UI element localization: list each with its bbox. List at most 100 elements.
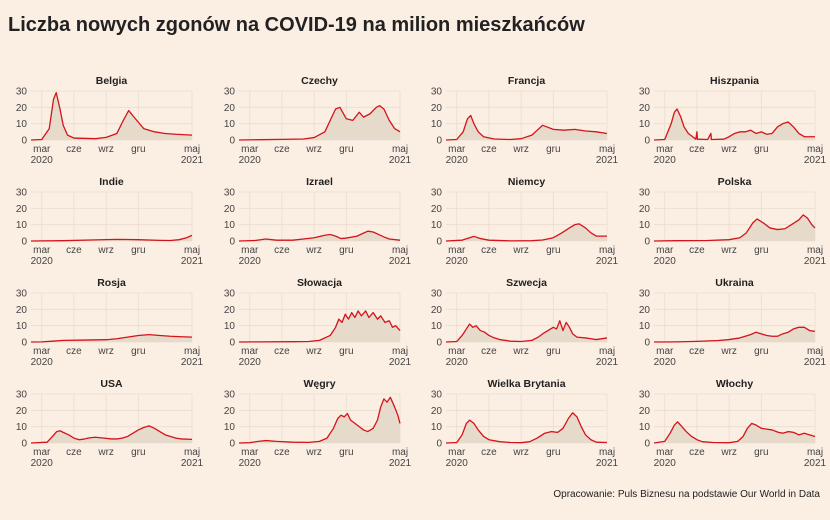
x-tick-year-label: 2020 xyxy=(239,357,262,368)
y-tick-label: 10 xyxy=(16,321,28,332)
x-tick-label: mar xyxy=(448,447,466,458)
y-tick-label: 10 xyxy=(431,119,443,130)
x-tick-year-label: 2020 xyxy=(446,458,469,469)
x-tick-year-label: 2020 xyxy=(239,256,262,267)
x-tick-label: maj xyxy=(184,447,200,458)
x-tick-label: cze xyxy=(481,346,497,357)
x-tick-label: mar xyxy=(656,245,674,256)
area-wlochy xyxy=(654,421,815,443)
x-tick-label: mar xyxy=(656,447,674,458)
x-tick-year-label: 2021 xyxy=(389,155,412,166)
x-tick-label: maj xyxy=(807,346,823,357)
x-tick-label: cze xyxy=(689,346,705,357)
x-tick-label: gru xyxy=(546,447,560,458)
x-tick-year-label: 2020 xyxy=(654,458,677,469)
x-tick-label: maj xyxy=(599,447,615,458)
y-tick-label: 20 xyxy=(224,406,236,417)
y-tick-label: 0 xyxy=(436,439,442,450)
area-szwecja xyxy=(446,320,607,342)
area-usa xyxy=(31,425,192,443)
line-szwecja xyxy=(445,320,608,343)
y-tick-label: 30 xyxy=(639,390,651,401)
area-czechy xyxy=(239,105,400,140)
x-tick-year-label: 2021 xyxy=(181,256,204,267)
x-tick-year-label: 2020 xyxy=(31,155,54,166)
y-tick-label: 30 xyxy=(224,390,236,401)
x-tick-year-label: 2020 xyxy=(446,155,469,166)
x-tick-year-label: 2021 xyxy=(804,256,827,267)
x-tick-label: wrz xyxy=(97,245,114,256)
x-tick-label: wrz xyxy=(720,346,737,357)
x-tick-year-label: 2021 xyxy=(181,155,204,166)
y-tick-label: 10 xyxy=(431,321,443,332)
x-tick-label: maj xyxy=(807,144,823,155)
y-tick-label: 10 xyxy=(639,220,651,231)
x-tick-label: mar xyxy=(656,346,674,357)
x-tick-label: cze xyxy=(274,245,290,256)
line-wlochy xyxy=(653,421,816,444)
x-tick-label: wrz xyxy=(305,245,322,256)
y-tick-label: 10 xyxy=(431,422,443,433)
x-tick-year-label: 2021 xyxy=(804,458,827,469)
x-tick-year-label: 2021 xyxy=(804,155,827,166)
x-tick-year-label: 2021 xyxy=(596,155,619,166)
x-tick-label: cze xyxy=(66,346,82,357)
x-tick-label: mar xyxy=(241,447,259,458)
x-tick-label: maj xyxy=(392,346,408,357)
y-tick-label: 20 xyxy=(431,103,443,114)
x-tick-label: maj xyxy=(392,245,408,256)
y-tick-label: 10 xyxy=(16,119,28,130)
area-slowacja xyxy=(239,310,400,342)
area-francja xyxy=(446,115,607,140)
x-tick-label: cze xyxy=(274,447,290,458)
x-tick-label: maj xyxy=(184,346,200,357)
y-tick-label: 30 xyxy=(431,390,443,401)
x-tick-label: mar xyxy=(33,144,51,155)
y-tick-label: 0 xyxy=(229,439,235,450)
x-tick-label: cze xyxy=(689,447,705,458)
panel-title-izrael: Izrael xyxy=(306,176,333,188)
x-tick-label: gru xyxy=(546,144,560,155)
y-tick-label: 20 xyxy=(224,204,236,215)
y-tick-label: 20 xyxy=(639,103,651,114)
x-tick-label: mar xyxy=(656,144,674,155)
x-tick-year-label: 2021 xyxy=(596,357,619,368)
y-tick-label: 0 xyxy=(644,439,650,450)
panel-title-rosja: Rosja xyxy=(97,277,126,289)
y-tick-label: 0 xyxy=(644,338,650,349)
line-niemcy xyxy=(445,223,607,242)
x-tick-year-label: 2021 xyxy=(389,256,412,267)
x-tick-year-label: 2020 xyxy=(446,357,469,368)
panel-title-francja: Francja xyxy=(508,75,546,87)
area-niemcy xyxy=(446,223,607,241)
x-tick-label: cze xyxy=(66,245,82,256)
line-izrael xyxy=(238,230,401,242)
x-tick-label: mar xyxy=(241,245,259,256)
chart-title: Liczba nowych zgonów na COVID-19 na mili… xyxy=(8,14,585,36)
x-tick-year-label: 2021 xyxy=(596,256,619,267)
x-tick-label: cze xyxy=(689,144,705,155)
y-tick-label: 10 xyxy=(639,321,651,332)
y-tick-label: 20 xyxy=(16,305,28,316)
y-tick-label: 30 xyxy=(16,289,28,300)
x-tick-year-label: 2021 xyxy=(389,458,412,469)
x-tick-year-label: 2020 xyxy=(654,155,677,166)
x-tick-label: cze xyxy=(66,144,82,155)
y-tick-label: 0 xyxy=(229,136,235,147)
x-tick-year-label: 2021 xyxy=(804,357,827,368)
y-tick-label: 0 xyxy=(229,237,235,248)
x-tick-label: cze xyxy=(274,346,290,357)
x-tick-label: mar xyxy=(33,447,51,458)
x-tick-year-label: 2021 xyxy=(181,357,204,368)
line-belgia xyxy=(30,91,193,141)
y-tick-label: 10 xyxy=(16,422,28,433)
panel-title-niemcy: Niemcy xyxy=(508,176,546,188)
